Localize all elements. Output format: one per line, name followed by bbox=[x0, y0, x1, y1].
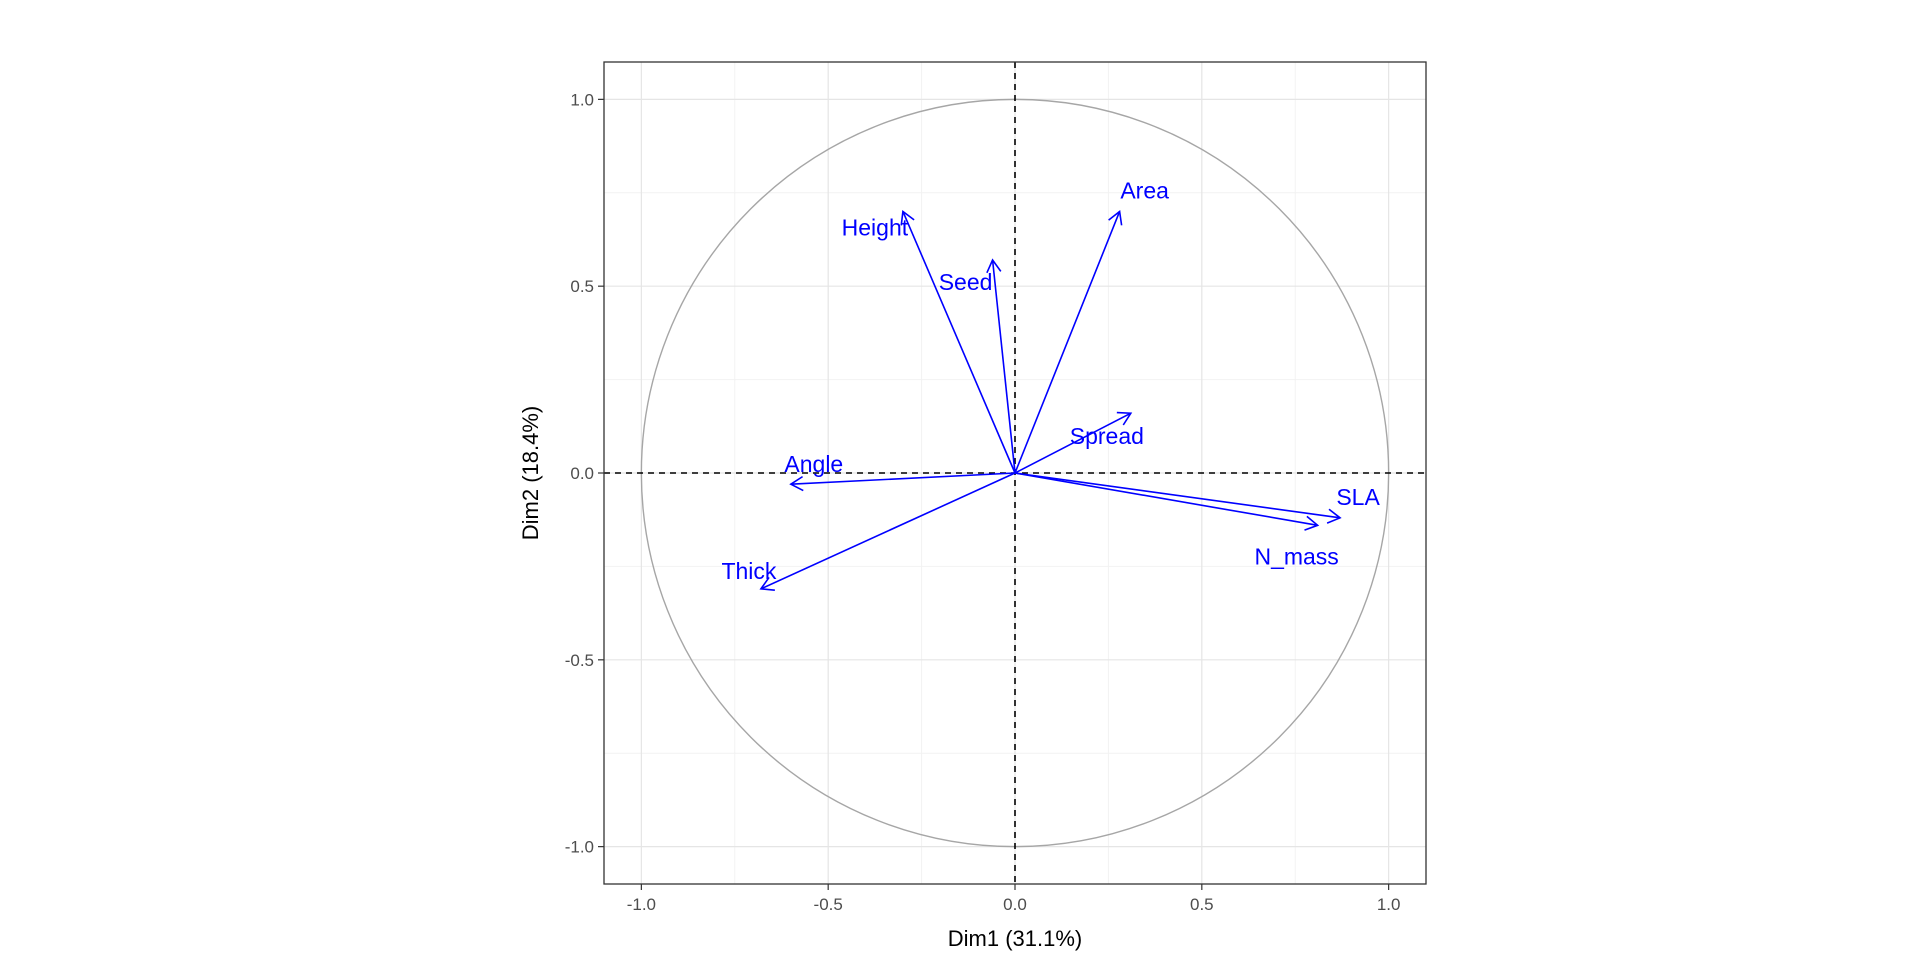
x-axis-ticks: -1.0 -0.5 0.0 0.5 1.0 bbox=[627, 884, 1401, 914]
label-seed: Seed bbox=[939, 269, 993, 295]
label-height: Height bbox=[842, 214, 909, 240]
arrowhead-sla bbox=[1326, 508, 1342, 524]
label-n-mass: N_mass bbox=[1254, 543, 1338, 569]
variable-arrows bbox=[759, 209, 1342, 591]
arrow-spread bbox=[1014, 412, 1132, 474]
arrow-n-mass bbox=[1014, 472, 1318, 527]
arrow-angle bbox=[790, 472, 1016, 486]
y-axis-title: Dim2 (18.4%) bbox=[518, 406, 543, 540]
arrow-seed bbox=[991, 259, 1016, 474]
arrowhead-n-mass bbox=[1304, 515, 1320, 531]
y-tick-label: 0.0 bbox=[570, 464, 594, 483]
label-spread: Spread bbox=[1070, 423, 1144, 449]
arrowhead-seed bbox=[986, 258, 1002, 274]
arrow-height bbox=[902, 211, 1016, 474]
arrowhead-height bbox=[900, 209, 915, 226]
arrow-area bbox=[1014, 211, 1121, 474]
arrow-thick bbox=[760, 472, 1016, 590]
arrowhead-spread bbox=[1116, 411, 1133, 426]
x-tick-label: -0.5 bbox=[814, 895, 843, 914]
y-tick-label: 1.0 bbox=[570, 90, 594, 109]
y-axis-ticks: -1.0 -0.5 0.0 0.5 1.0 bbox=[565, 90, 604, 857]
x-tick-label: 1.0 bbox=[1377, 895, 1401, 914]
y-tick-label: -0.5 bbox=[565, 651, 594, 670]
y-tick-label: -1.0 bbox=[565, 838, 594, 857]
label-area: Area bbox=[1120, 177, 1169, 203]
label-angle: Angle bbox=[784, 451, 843, 477]
label-thick: Thick bbox=[721, 558, 776, 584]
x-tick-label: -1.0 bbox=[627, 895, 656, 914]
variable-labels: Height Seed Area Spread Angle Thick SLA N_mass bbox=[721, 177, 1380, 583]
y-tick-label: 0.5 bbox=[570, 277, 594, 296]
x-tick-label: 0.5 bbox=[1190, 895, 1214, 914]
arrowhead-angle bbox=[789, 475, 804, 492]
x-axis-title: Dim1 (31.1%) bbox=[948, 926, 1082, 951]
arrow-sla bbox=[1014, 472, 1341, 519]
arrowhead-area bbox=[1108, 209, 1123, 226]
x-tick-label: 0.0 bbox=[1003, 895, 1027, 914]
arrowhead-thick bbox=[759, 576, 775, 591]
label-sla: SLA bbox=[1336, 484, 1380, 510]
